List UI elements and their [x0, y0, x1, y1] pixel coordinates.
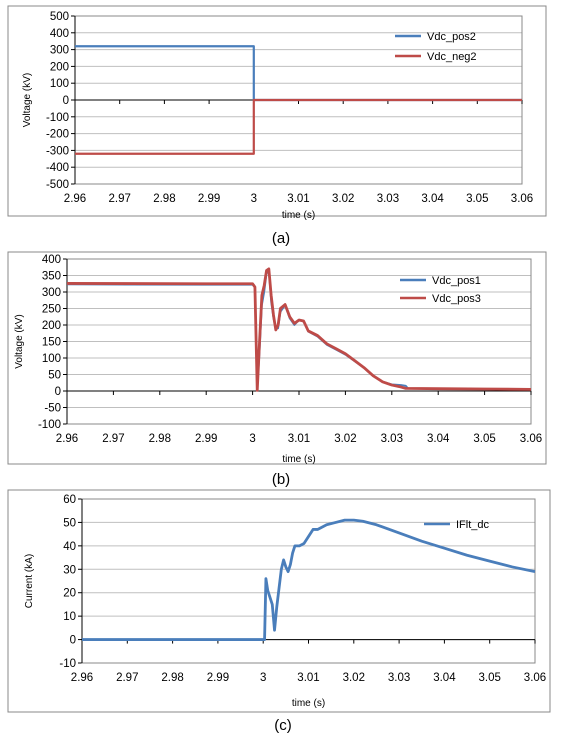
- x-tick-label: 2.98: [153, 193, 175, 205]
- x-tick-label: 2.96: [56, 433, 78, 445]
- y-axis-label: Current (kA): [24, 554, 35, 608]
- legend-label: IFlt_dc: [456, 519, 490, 531]
- x-tick-label: 3.05: [479, 672, 501, 684]
- legend-label: Vdc_neg2: [427, 51, 477, 63]
- series-line-vdc-pos3: [66, 267, 532, 392]
- y-tick-label: -400: [46, 162, 69, 174]
- y-tick-label: 200: [50, 61, 69, 73]
- y-tick-label: -100: [46, 112, 69, 124]
- x-tick-label: 3.05: [473, 433, 495, 445]
- x-tick-label: 3.01: [288, 433, 310, 445]
- x-tick-label: 3.03: [388, 672, 410, 684]
- y-tick-label: 60: [63, 494, 76, 506]
- legend-label: Vdc_pos1: [432, 275, 481, 287]
- x-axis-label: time (s): [292, 698, 325, 709]
- x-tick-label: 3.01: [297, 672, 319, 684]
- x-tick-label: 2.97: [116, 672, 138, 684]
- y-tick-label: -200: [46, 129, 69, 141]
- y-tick-label: 300: [50, 45, 69, 57]
- x-tick-label: 3.03: [381, 433, 403, 445]
- x-tick-label: 3.02: [332, 193, 354, 205]
- x-tick-label: 3: [260, 672, 266, 684]
- legend-label: Vdc_pos3: [432, 293, 481, 305]
- y-tick-label: 350: [42, 271, 61, 283]
- y-tick-label: 30: [63, 564, 76, 576]
- y-tick-label: 100: [50, 78, 69, 90]
- x-tick-label: 3.06: [520, 433, 542, 445]
- y-tick-label: 400: [42, 254, 61, 266]
- y-tick-label: 300: [42, 287, 61, 299]
- x-tick-label: 3.02: [343, 672, 365, 684]
- chart-1: -500 -400 -300 -200 -100 0 100 200 300 400 500 2.96…: [7, 5, 547, 247]
- y-tick-label: 20: [63, 588, 76, 600]
- y-tick-label: 100: [42, 353, 61, 365]
- series-line-vdc-pos1: [66, 269, 532, 391]
- x-axis-label: time (s): [282, 454, 315, 465]
- x-tick-label: 3: [249, 433, 255, 445]
- x-tick-label: 3.05: [466, 193, 488, 205]
- y-tick-label: 50: [63, 517, 76, 529]
- y-tick-label: 0: [55, 386, 61, 398]
- x-axis-label: time (s): [282, 210, 315, 221]
- series-line-iflt-dc: [82, 518, 536, 641]
- x-tick-label: 2.96: [64, 193, 86, 205]
- x-tick-label: 2.98: [161, 672, 183, 684]
- chart-caption: (b): [272, 471, 290, 488]
- y-tick-label: -500: [46, 179, 69, 191]
- chart-frame: [7, 489, 551, 713]
- y-tick-label: 0: [63, 95, 69, 107]
- x-tick-label: 2.99: [207, 672, 229, 684]
- y-tick-label: -50: [44, 403, 61, 415]
- x-tick-label: 2.97: [102, 433, 124, 445]
- x-tick-label: 3.06: [511, 193, 533, 205]
- x-tick-label: 2.96: [71, 672, 93, 684]
- y-tick-label: 500: [50, 11, 69, 23]
- x-tick-label: 3.06: [524, 672, 546, 684]
- y-axis-label: Voltage (kV): [22, 73, 33, 127]
- x-tick-label: 2.98: [149, 433, 171, 445]
- y-tick-label: 400: [50, 28, 69, 40]
- x-tick-label: 2.99: [198, 193, 220, 205]
- chart-3: -10 0 10 20 30 40 50 60 2.96 2.97 2.98 2.99 3 3.01 3.0…: [7, 489, 551, 734]
- x-tick-label: 3.03: [377, 193, 399, 205]
- y-tick-label: 0: [70, 635, 76, 647]
- series-line-vdc-neg2: [75, 98, 522, 155]
- y-tick-label: 10: [63, 611, 76, 623]
- x-tick-label: 3.04: [433, 672, 456, 684]
- x-tick-label: 3: [251, 193, 257, 205]
- y-tick-label: -300: [46, 145, 69, 157]
- x-tick-label: 3.04: [421, 193, 444, 205]
- chart-frame: [7, 251, 547, 465]
- x-tick-label: 2.97: [109, 193, 131, 205]
- chart-2: -100 -50 0 50 100 150 200 250 300 350 400 2.96 2.97 2…: [7, 251, 547, 488]
- x-tick-label: 2.99: [195, 433, 217, 445]
- y-tick-label: 200: [42, 320, 61, 332]
- x-tick-label: 3.01: [287, 193, 309, 205]
- y-tick-label: 40: [63, 541, 76, 553]
- y-tick-label: 250: [42, 304, 61, 316]
- legend-label: Vdc_pos2: [427, 31, 476, 43]
- y-tick-label: 150: [42, 337, 61, 349]
- y-axis-label: Voltage (kV): [14, 314, 25, 368]
- x-tick-label: 3.04: [427, 433, 450, 445]
- x-tick-label: 3.02: [334, 433, 356, 445]
- y-tick-label: -100: [38, 419, 61, 431]
- chart-caption: (c): [274, 717, 292, 734]
- chart-caption: (a): [272, 230, 290, 247]
- y-tick-label: -10: [59, 658, 76, 670]
- y-tick-label: 50: [48, 370, 61, 382]
- chart-frame: [7, 5, 547, 217]
